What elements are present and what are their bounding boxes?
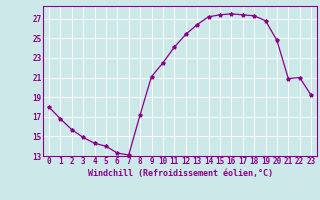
X-axis label: Windchill (Refroidissement éolien,°C): Windchill (Refroidissement éolien,°C)	[87, 169, 273, 178]
